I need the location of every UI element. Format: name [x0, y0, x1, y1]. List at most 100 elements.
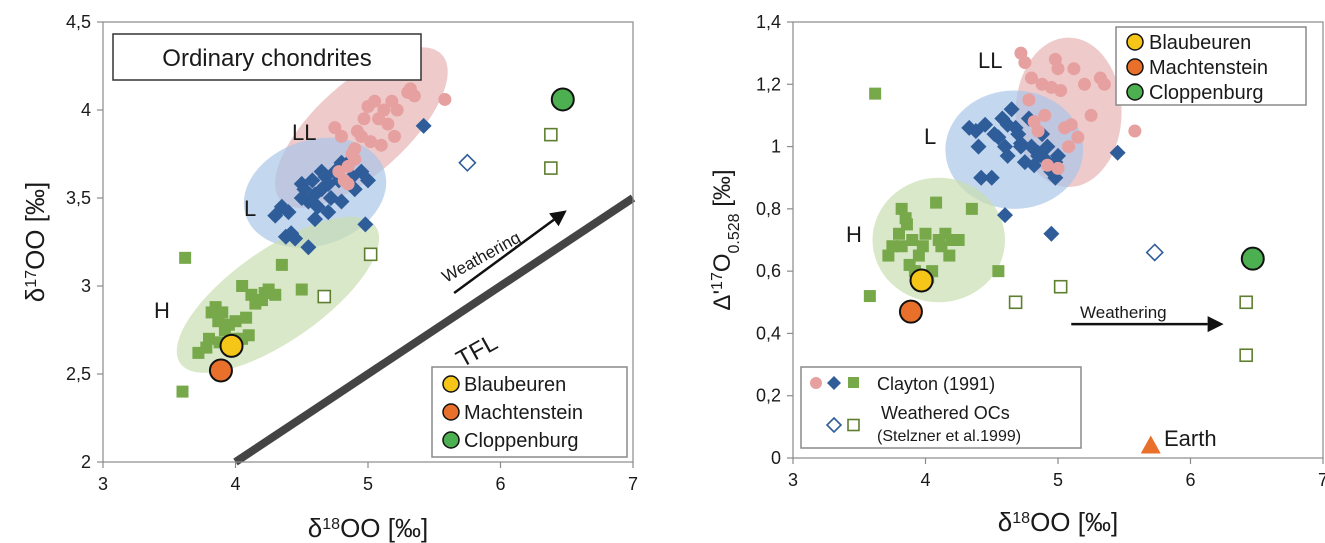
chart-right-point-h [952, 234, 965, 246]
chart-right-point-ll [1040, 158, 1054, 172]
chart-right-ticks: 3 4 5 6 7 0 0,2 0,4 0,6 0,8 1 1,2 1,4 [756, 12, 1325, 490]
chart-left-point-weathered [544, 161, 558, 175]
chart-right-legend-label-blaubeuren: Blaubeuren [1149, 32, 1251, 54]
chart-right-source-label-stelzner: (Stelzner et al.1999) [877, 428, 1021, 445]
chart-right-point-h [882, 249, 895, 262]
chart-left-title: Ordinary chondrites [162, 45, 371, 72]
chart-right-weathering-label: Weathering [1080, 303, 1167, 322]
chart-left-y-tick-label: 4 [81, 100, 91, 120]
chart-right-source-legend: Clayton (1991) Weathered OCs (Stelzner e… [800, 366, 1082, 449]
chart-left-x-tick-label: 3 [98, 474, 108, 494]
chart-right-weathering-arrow [1071, 316, 1224, 333]
chart-right-source-marker-weathered-square [847, 418, 860, 432]
chart-right-point-l [1043, 225, 1060, 242]
chart-right-point-h [916, 240, 929, 253]
chart-right-point-ll [1054, 84, 1068, 98]
chart-right-source-marker-weathered-diamond [825, 416, 843, 434]
chart-right-legend-marker-cloppenburg [1126, 83, 1144, 101]
chart-right-point-l [997, 207, 1013, 224]
chart-left-x-axis-label: δ18OO [‰] [308, 513, 428, 543]
chart-left-tfl [233, 194, 636, 466]
chart-right-points [863, 46, 1265, 454]
chart-right-x-tick-label: 6 [1185, 470, 1195, 490]
chart-right-point-l [983, 169, 1000, 186]
chart-right-point-ll [1128, 124, 1142, 138]
chart-right-point-l [1003, 101, 1020, 118]
chart-right-point-h [895, 240, 908, 253]
chart-right-point-ll [1051, 62, 1065, 76]
chart-right-point-h [943, 249, 956, 262]
chart-left-weathering-arrow-head [549, 210, 567, 227]
chart-left-point-ll [357, 112, 371, 126]
chart-right-legend-label-cloppenburg: Cloppenburg [1149, 82, 1264, 104]
chart-right-legend: Blaubeuren Machtenstein Cloppenburg [1115, 26, 1307, 106]
chart-right-point-weathered [1145, 243, 1164, 262]
chart-right-point-h [930, 196, 943, 209]
chart-right-point-l [986, 126, 1003, 143]
chart-left-point-ll [364, 135, 378, 149]
chart-left-point-weathered [544, 127, 558, 142]
chart-left-point-ll [368, 94, 382, 108]
chart-right-point-weathered [1239, 348, 1253, 363]
chart-right-point-h [992, 265, 1005, 278]
chart-left-point-l [313, 163, 330, 180]
chart-left-legend-label-cloppenburg: Cloppenburg [464, 430, 579, 452]
chart-right-x-axis-label: δ18OO [‰] [998, 507, 1118, 537]
chart-left-point-h [236, 280, 249, 292]
chart-left-point-l [320, 204, 337, 221]
chart-right-source-legend-box [800, 366, 1082, 449]
chart-left-point-l [300, 239, 317, 256]
chart-left-x-tick-label: 7 [628, 474, 638, 494]
chart-right-point-h [965, 202, 978, 215]
chart-left-weathering-arrow-shaft [453, 218, 555, 295]
chart-left-y-tick-label: 4,5 [66, 12, 91, 32]
chart-right-y-tick-label: 0,8 [756, 199, 781, 219]
chart-left-point-h [176, 385, 189, 398]
chart-left-point-blaubeuren [219, 333, 244, 358]
chart-left-point-l [360, 172, 376, 189]
chart-right-point-h [906, 234, 919, 246]
chart-left-legend-marker-cloppenburg [442, 431, 460, 449]
chart-left-point-ll [332, 165, 346, 179]
chart-left-y-tick-label: 2 [81, 452, 91, 472]
chart-left-point-ll [348, 142, 362, 156]
chart-right-point-h [919, 227, 932, 240]
chart-right-earth-label: Earth [1164, 426, 1217, 451]
chart-right-point-ll [1084, 108, 1098, 122]
chart-left-point-l [415, 117, 432, 134]
chart-right-legend-box [1115, 26, 1307, 106]
chart-left-point-l [277, 228, 294, 245]
chart-left-point-ll [374, 138, 388, 152]
chart-right-source-label-weathered: Weathered OCs [881, 403, 1010, 423]
chart-left-point-weathered [363, 247, 378, 262]
chart-left-point-h [229, 315, 242, 328]
chart-left-point-ll [348, 152, 362, 166]
chart-right-point-h [900, 218, 913, 231]
chart-left-region-label-ll: LL [292, 120, 316, 145]
chart-right-y-tick-label: 0 [771, 448, 781, 468]
chart-right-point-l [977, 116, 994, 133]
chart-right-point-l [973, 169, 990, 186]
chart-right-point-machtenstein [898, 299, 923, 324]
chart-left-point-l [357, 216, 374, 233]
chart-left-y-tick-label: 3,5 [66, 188, 91, 208]
chart-right-source-label-clayton: Clayton (1991) [877, 374, 995, 394]
chart-right-point-h [886, 240, 899, 253]
chart-right-point-ll [1097, 77, 1111, 91]
chart-right-point-h [893, 227, 905, 240]
chart-right-point-l [1039, 138, 1056, 155]
chart-left-region-label-l: L [244, 196, 256, 221]
chart-left-point-weathered [317, 289, 332, 304]
chart-right-point-weathered [1053, 279, 1068, 294]
chart-left-point-ll [335, 129, 348, 143]
chart-right-y-axis-label: Δ'17O0.528 [‰] [709, 169, 743, 310]
chart-right-source-marker-l [827, 376, 841, 390]
chart-left-point-l [280, 204, 297, 221]
chart-right-y-tick-label: 1 [771, 137, 781, 157]
chart-left-x-tick-label: 5 [363, 474, 373, 494]
chart-left-point-l [333, 193, 350, 210]
chart-left-title-box [112, 33, 422, 81]
chart-left-points [176, 82, 575, 398]
chart-right-point-ll [1062, 140, 1076, 154]
